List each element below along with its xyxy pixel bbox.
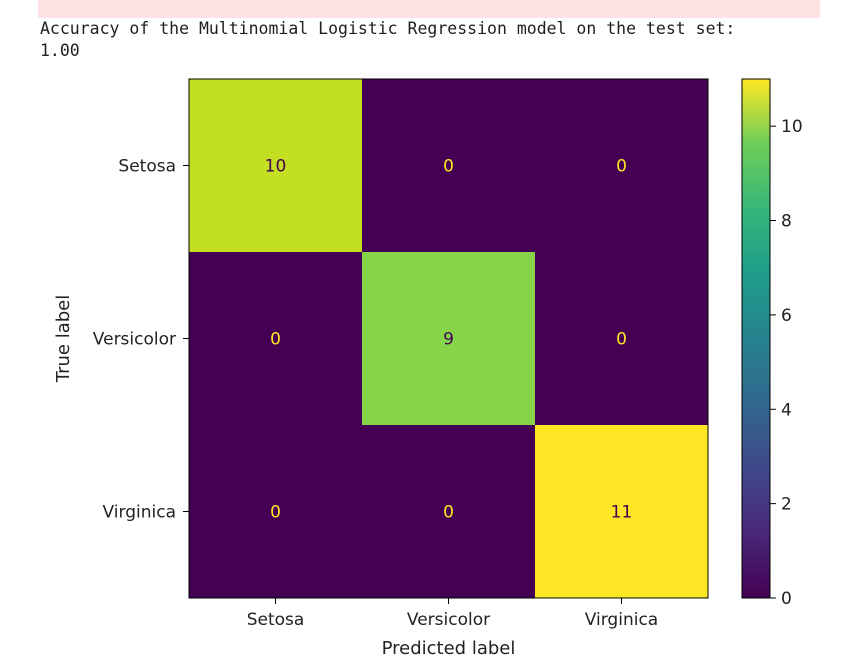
matrix-cell [362, 425, 535, 598]
matrix-cell [535, 425, 708, 598]
cell-value-label: 10 [265, 157, 287, 177]
matrix-cell [535, 79, 708, 252]
cell-value-label: 0 [616, 157, 627, 177]
axes: Setosa Versicolor Virginica Setosa Versicolo… [93, 157, 658, 631]
cell-value-label: 0 [616, 330, 627, 350]
cell-value-labels: 10 0 0 0 9 0 0 0 11 [265, 157, 633, 523]
x-tick-label: Versicolor [407, 610, 490, 630]
stderr-output-strip [38, 0, 820, 18]
colorbar-ticks: 0 2 4 6 8 10 [770, 117, 803, 609]
colorbar-tick-label: 2 [781, 495, 792, 515]
y-tick-label: Versicolor [93, 330, 176, 350]
cell-value-label: 0 [443, 503, 454, 523]
colorbar-tick-label: 4 [781, 400, 792, 420]
accuracy-message: Accuracy of the Multinomial Logistic Reg… [40, 19, 736, 38]
colorbar-tick-label: 0 [781, 589, 792, 609]
cell-value-label: 0 [270, 503, 281, 523]
matrix-cells [189, 79, 708, 598]
colorbar-tick-label: 10 [781, 117, 803, 137]
matrix-cell [362, 79, 535, 252]
colorbar-tick-label: 8 [781, 212, 792, 232]
matrix-cell [189, 79, 362, 252]
y-tick-label: Virginica [103, 503, 176, 523]
y-axis-label: True label [53, 295, 74, 384]
y-tick-label: Setosa [118, 157, 176, 177]
matrix-cell [362, 252, 535, 425]
matrix-cell [189, 252, 362, 425]
matrix-cell [535, 252, 708, 425]
x-axis-label: Predicted label [382, 638, 516, 659]
colorbar-tick-label: 6 [781, 306, 792, 326]
cell-value-label: 0 [443, 157, 454, 177]
cell-output-text: Accuracy of the Multinomial Logistic Reg… [40, 18, 735, 62]
colorbar [741, 78, 771, 599]
x-tick-label: Virginica [585, 610, 658, 630]
x-tick-label: Setosa [247, 610, 305, 630]
cell-value-label: 9 [443, 330, 454, 350]
cell-value-label: 11 [611, 503, 633, 523]
cell-value-label: 0 [270, 330, 281, 350]
accuracy-value: 1.00 [40, 41, 80, 60]
matrix-cell [189, 425, 362, 598]
